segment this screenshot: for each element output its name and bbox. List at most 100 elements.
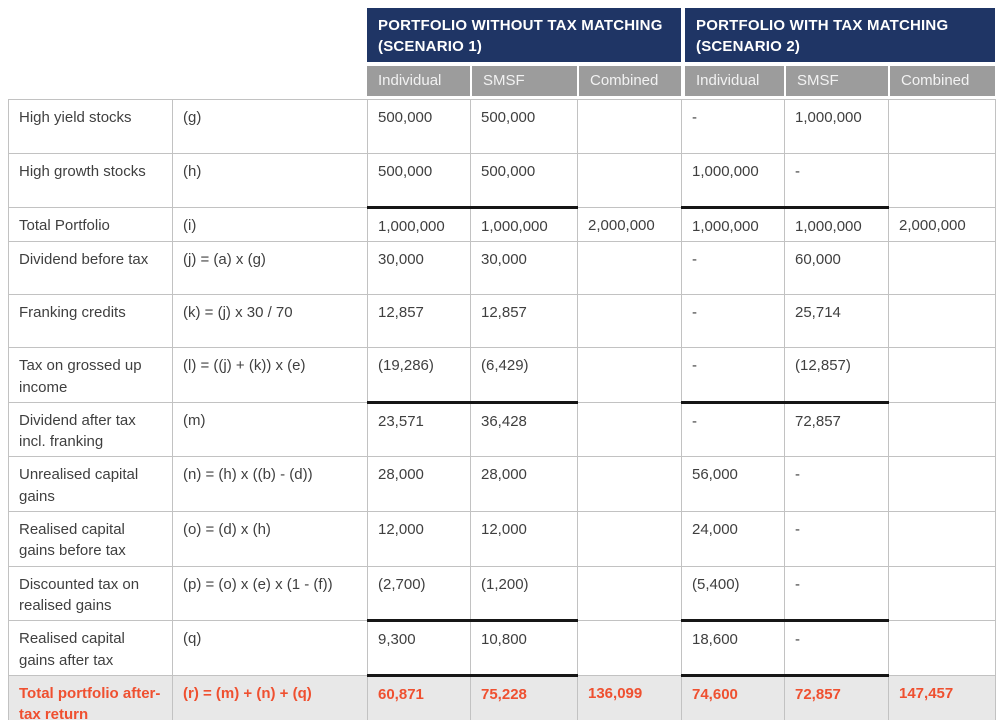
value-cell: 500,000: [470, 153, 578, 208]
value-cell: 12,000: [367, 511, 471, 567]
table-row: High growth stocks (h) 500,000 500,000 1,000…: [8, 153, 996, 208]
scenario1-header: PORTFOLIO WITHOUT TAX MATCHING (SCENARIO…: [367, 8, 681, 62]
table-row: Tax on grossed up income (l) = ((j) + (k)…: [8, 347, 996, 403]
row-formula: (k) = (j) x 30 / 70: [172, 294, 368, 349]
value-cell: 56,000: [681, 456, 785, 513]
subheader-combined-s1: Combined: [577, 66, 681, 96]
value-cell: [577, 99, 682, 154]
value-cell: 500,000: [367, 153, 471, 208]
value-cell: [577, 456, 682, 513]
row-label: Unrealised capital gains: [8, 456, 173, 513]
row-formula: (g): [172, 99, 368, 154]
value-cell: [888, 294, 996, 349]
value-cell: 500,000: [367, 99, 471, 154]
value-cell: 12,857: [470, 294, 578, 349]
value-cell: (1,200): [470, 565, 578, 622]
value-cell: -: [681, 347, 785, 403]
value-cell: 1,000,000: [784, 99, 889, 154]
value-cell: 23,571: [367, 400, 471, 458]
value-cell: 1,000,000: [470, 205, 578, 243]
subheader-individual-s1: Individual: [367, 66, 470, 96]
value-cell: [888, 511, 996, 567]
subheader-individual-s2: Individual: [681, 66, 784, 96]
value-cell: [577, 401, 682, 458]
value-cell: [888, 456, 996, 513]
value-cell: [888, 241, 996, 296]
value-cell: 60,871: [367, 673, 471, 720]
value-cell: -: [681, 241, 785, 296]
value-cell: [577, 620, 682, 676]
value-cell: [577, 347, 682, 403]
row-formula: (p) = (o) x (e) x (1 - (f)): [172, 565, 368, 622]
value-cell: 136,099: [577, 674, 682, 720]
value-cell: 30,000: [470, 241, 578, 296]
row-formula: (h): [172, 153, 368, 208]
value-cell: 28,000: [470, 456, 578, 513]
value-cell: [577, 511, 682, 567]
value-cell: [577, 153, 682, 208]
value-cell: [888, 401, 996, 458]
row-formula: (q): [172, 620, 368, 676]
value-cell: -: [784, 511, 889, 567]
table-row: Dividend after tax incl. franking (m) 23,5…: [8, 400, 996, 458]
value-cell: 9,300: [367, 619, 471, 676]
value-cell: 74,600: [681, 673, 785, 720]
value-cell: 1,000,000: [681, 153, 785, 208]
table-row: Unrealised capital gains (n) = (h) x ((b)…: [8, 456, 996, 513]
table-row: Discounted tax on realised gains (p) = (o…: [8, 565, 996, 622]
value-cell: [888, 99, 996, 154]
value-cell: (5,400): [681, 565, 785, 622]
value-cell: 10,800: [470, 619, 578, 676]
row-label: Dividend after tax incl. franking: [8, 401, 173, 458]
row-label: Total Portfolio: [8, 206, 173, 243]
row-formula: (m): [172, 401, 368, 458]
value-cell: -: [784, 619, 889, 676]
row-formula: (r) = (m) + (n) + (q): [172, 674, 368, 720]
value-cell: [888, 565, 996, 622]
value-cell: 12,857: [367, 294, 471, 349]
value-cell: (19,286): [367, 347, 471, 403]
total-row: Total portfolio after-tax return (r) = (m…: [8, 673, 996, 720]
row-label: Discounted tax on realised gains: [8, 565, 173, 622]
table-row: Franking credits (k) = (j) x 30 / 70 12,85…: [8, 294, 996, 349]
value-cell: 72,857: [784, 673, 889, 720]
value-cell: -: [681, 294, 785, 349]
value-cell: 25,714: [784, 294, 889, 349]
row-formula: (l) = ((j) + (k)) x (e): [172, 347, 368, 403]
row-formula: (o) = (d) x (h): [172, 511, 368, 567]
value-cell: 30,000: [367, 241, 471, 296]
value-cell: 2,000,000: [577, 206, 682, 243]
row-label: High yield stocks: [8, 99, 173, 154]
subheader-smsf-s1: SMSF: [470, 66, 577, 96]
table-row: Realised capital gains before tax (o) = (…: [8, 511, 996, 567]
subheader-combined-s2: Combined: [888, 66, 995, 96]
value-cell: [888, 153, 996, 208]
scenario2-header: PORTFOLIO WITH TAX MATCHING (SCENARIO 2): [681, 8, 995, 62]
row-label: Tax on grossed up income: [8, 347, 173, 403]
value-cell: [577, 565, 682, 622]
row-label: Total portfolio after-tax return: [8, 674, 173, 720]
value-cell: 500,000: [470, 99, 578, 154]
value-cell: -: [784, 565, 889, 622]
value-cell: 60,000: [784, 241, 889, 296]
table-row: High yield stocks (g) 500,000 500,000-1,000…: [8, 99, 996, 154]
subheader-row: Individual SMSF Combined Individual SMSF Comb…: [367, 66, 995, 96]
value-cell: [888, 347, 996, 403]
value-cell: 24,000: [681, 511, 785, 567]
row-label: Dividend before tax: [8, 241, 173, 296]
value-cell: -: [784, 456, 889, 513]
scenario-header-row: PORTFOLIO WITHOUT TAX MATCHING (SCENARIO…: [367, 8, 995, 62]
value-cell: -: [784, 153, 889, 208]
row-label: Realised capital gains before tax: [8, 511, 173, 567]
value-cell: 75,228: [470, 673, 578, 720]
row-label: High growth stocks: [8, 153, 173, 208]
value-cell: [888, 620, 996, 676]
value-cell: 1,000,000: [784, 205, 889, 243]
value-cell: 18,600: [681, 619, 785, 676]
value-cell: -: [681, 99, 785, 154]
value-cell: 28,000: [367, 456, 471, 513]
table-row: Realised capital gains after tax (q) 9,300…: [8, 619, 996, 676]
value-cell: 1,000,000: [367, 205, 471, 243]
value-cell: [577, 241, 682, 296]
